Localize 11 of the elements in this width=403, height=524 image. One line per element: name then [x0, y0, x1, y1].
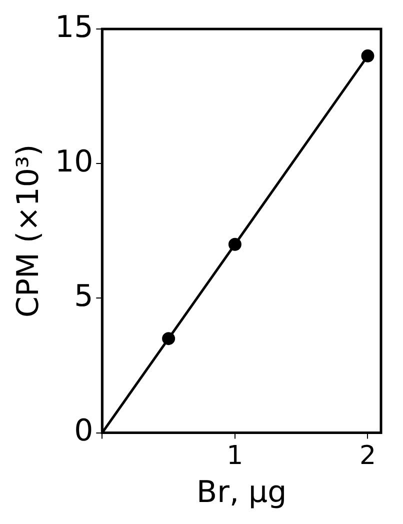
y-tick-label: 15: [54, 10, 94, 45]
x-tick-label: 2: [359, 441, 376, 472]
y-tick-label: 5: [74, 278, 94, 314]
point: [361, 49, 374, 62]
point: [228, 238, 242, 251]
x-tick-label: 1: [226, 441, 244, 472]
y-axis-title: CPM (×10³): [10, 144, 46, 318]
x-axis-title: Br, μg: [196, 474, 287, 510]
y-tick-label: 10: [54, 144, 94, 180]
point: [162, 332, 176, 346]
y-tick-label: 0: [74, 414, 94, 449]
